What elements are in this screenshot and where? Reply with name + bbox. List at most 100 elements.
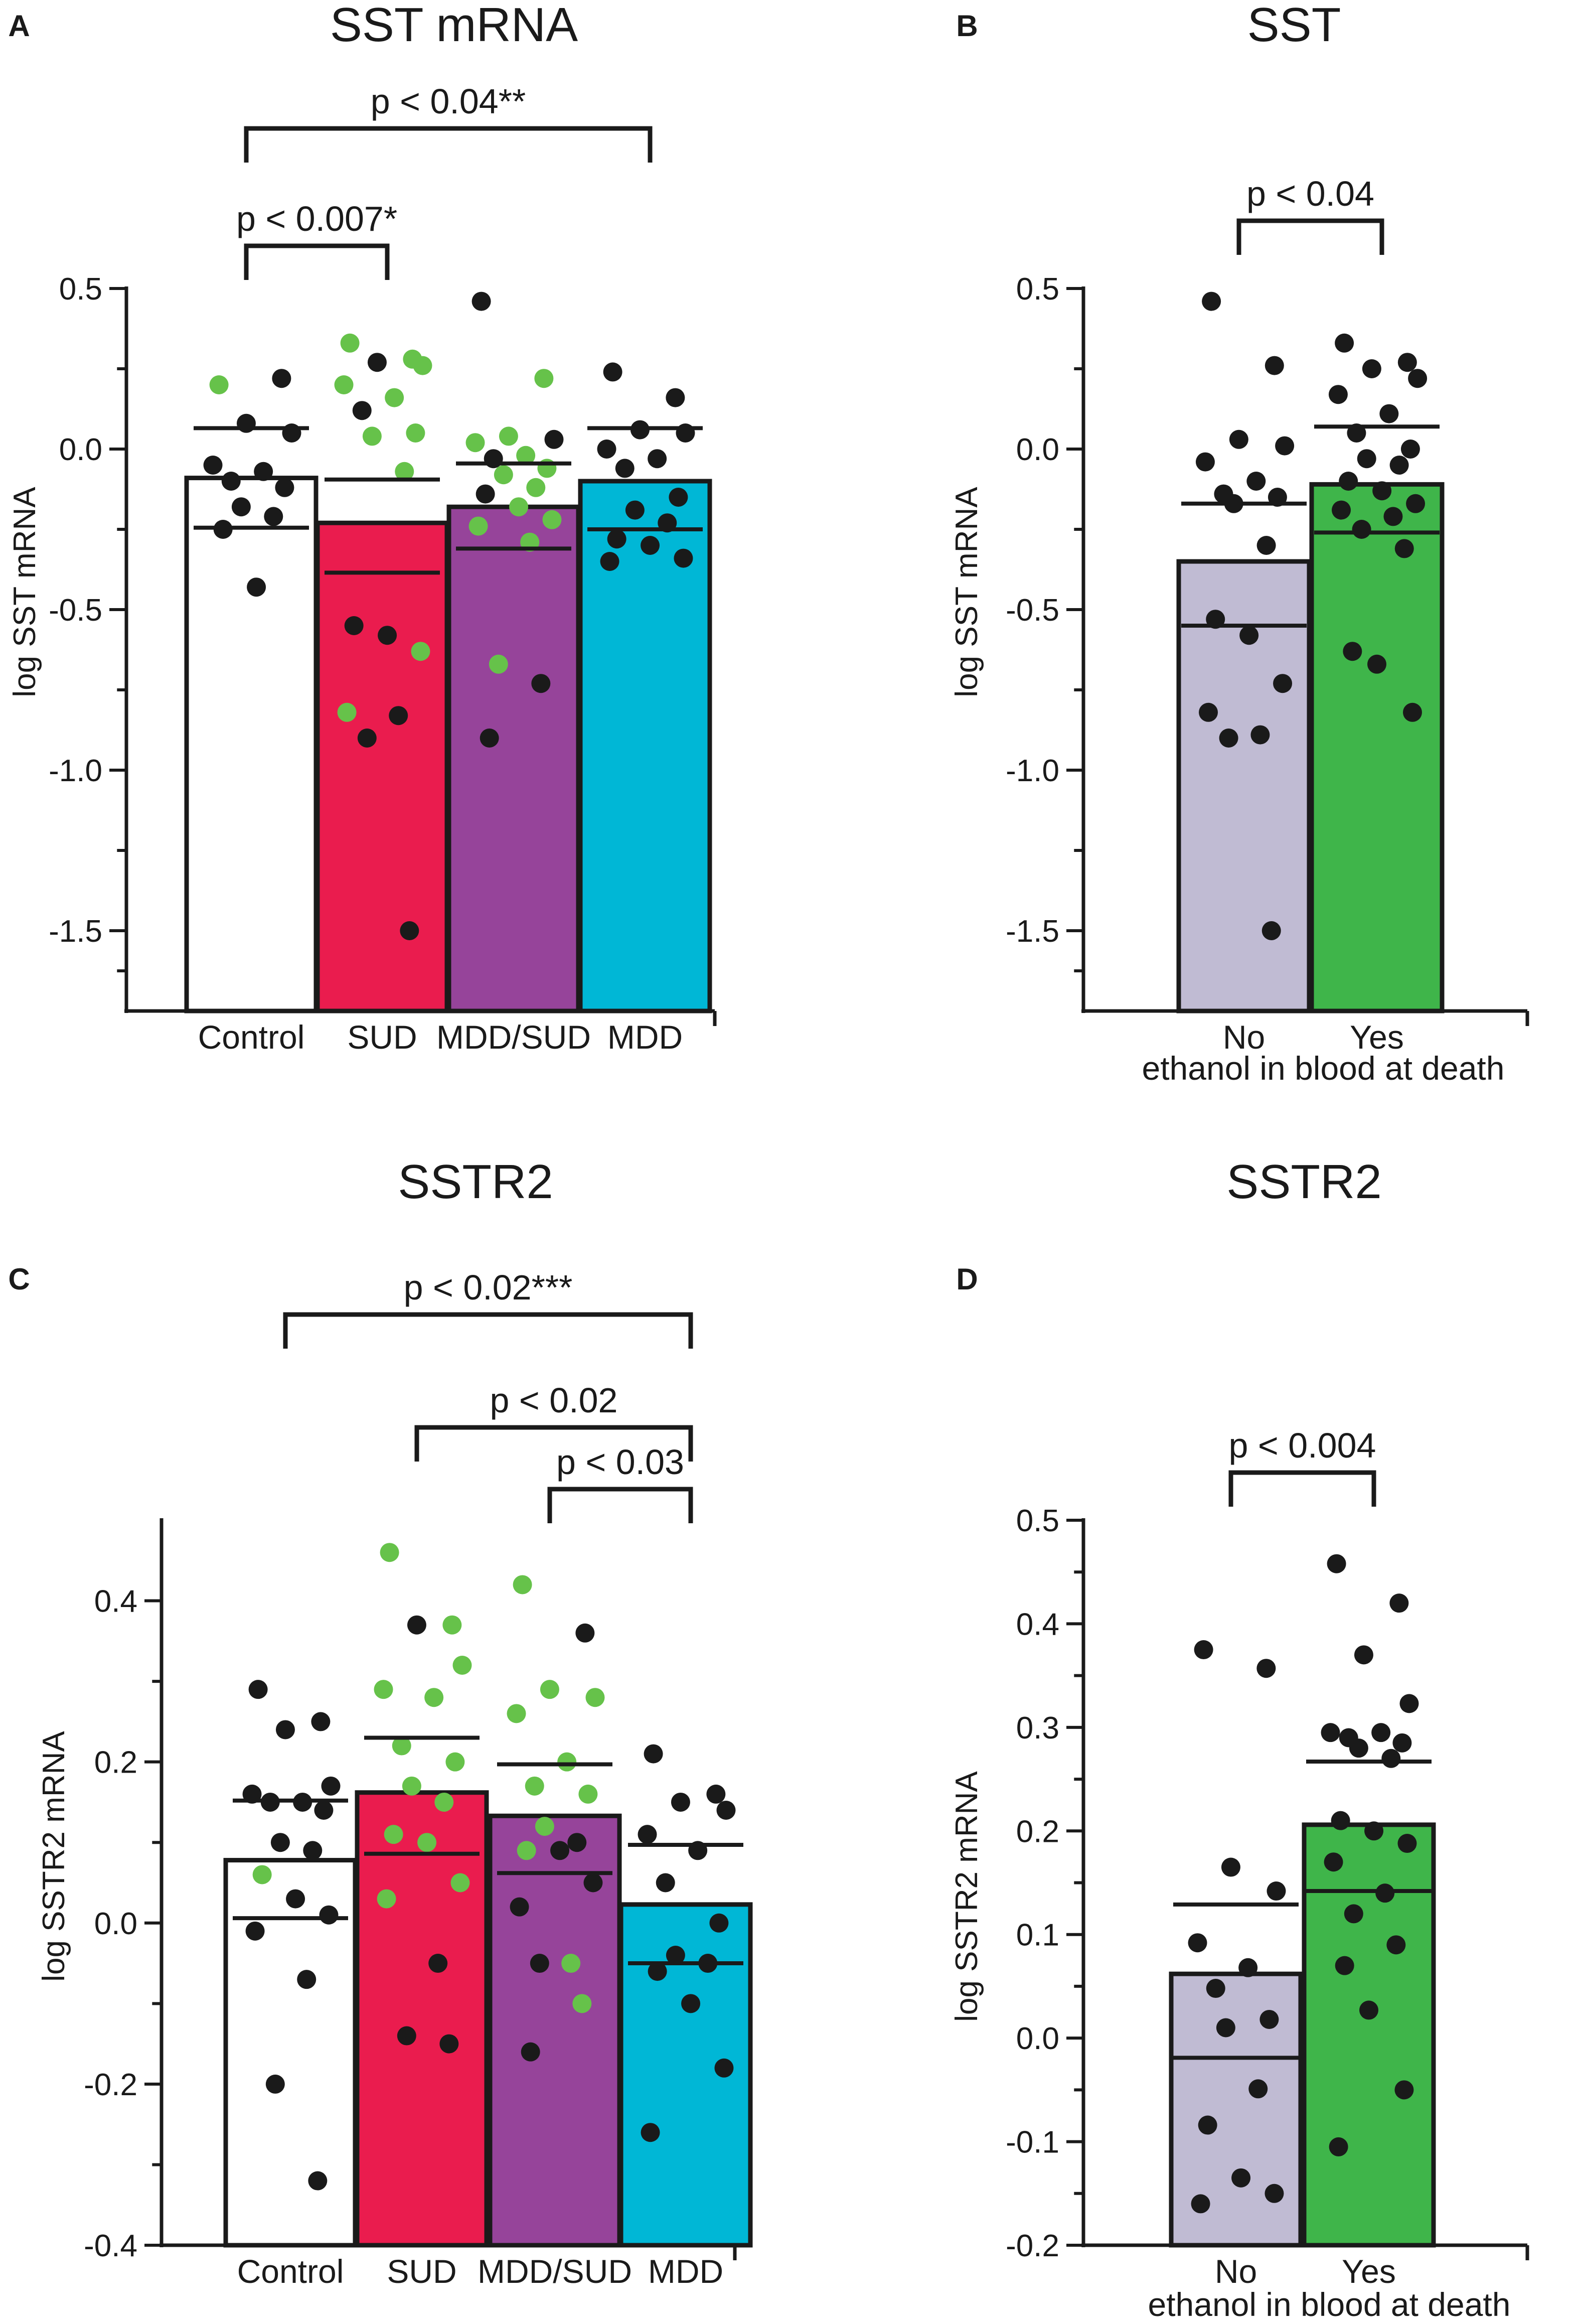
panel-c-data-point bbox=[706, 1784, 726, 1804]
panel-d-data-point bbox=[1206, 1979, 1225, 1998]
panel-c-p-value-label: p < 0.03 bbox=[556, 1442, 684, 1482]
panel-d-data-point bbox=[1381, 1749, 1401, 1768]
panel-c-data-point bbox=[681, 1994, 701, 2013]
panel-d-data-point bbox=[1231, 2168, 1251, 2188]
panel-a-data-point bbox=[607, 529, 626, 549]
panel-b-data-point bbox=[1229, 429, 1248, 449]
panel-a-data-point bbox=[413, 356, 432, 375]
panel-b-data-point bbox=[1379, 404, 1399, 423]
panel-b-y-tick-label: 0.5 bbox=[1016, 272, 1059, 307]
panel-d-letter: D bbox=[956, 1262, 978, 1296]
panel-b-data-point bbox=[1394, 539, 1414, 558]
panel-a-data-point bbox=[340, 333, 360, 353]
panel-c-data-point bbox=[540, 1680, 559, 1699]
panel-a-data-point bbox=[334, 375, 354, 394]
panel-b-y-tick-label: -1.0 bbox=[1006, 754, 1059, 788]
panel-d-data-point bbox=[1267, 1881, 1286, 1901]
panel-a-data-point bbox=[411, 642, 430, 661]
panel-d-title: SSTR2 bbox=[1226, 1155, 1381, 1209]
panel-b-data-point bbox=[1195, 452, 1215, 472]
panel-c-y-tick-label: -0.2 bbox=[84, 2068, 137, 2102]
panel-a-bar-sud bbox=[315, 520, 449, 1013]
panel-c-data-point bbox=[397, 2026, 416, 2046]
panel-c-data-point bbox=[507, 1704, 526, 1723]
panel-a-data-point bbox=[352, 401, 372, 420]
panel-a-data-point bbox=[468, 516, 488, 536]
panel-a-data-point bbox=[544, 429, 564, 449]
panel-b-data-point bbox=[1367, 654, 1386, 674]
panel-c-data-point bbox=[407, 1615, 426, 1635]
panel-a-data-point bbox=[526, 478, 546, 497]
panel-a-data-point bbox=[641, 536, 660, 555]
panel-d-y-tick-label: -0.1 bbox=[1006, 2125, 1059, 2160]
panel-d-y-tick-label: 0.2 bbox=[1016, 1814, 1059, 1849]
panel-a-data-point bbox=[542, 510, 562, 529]
panel-c-data-point bbox=[648, 1962, 667, 1981]
panel-c-data-point bbox=[308, 2171, 328, 2191]
panel-c-y-tick-label: 0.0 bbox=[94, 1907, 137, 1941]
panel-a-data-point bbox=[476, 484, 495, 504]
panel-c-data-point bbox=[513, 1575, 532, 1594]
panel-c-data-point bbox=[656, 1873, 675, 1893]
panel-c-data-point bbox=[417, 1833, 437, 1852]
panel-d-data-point bbox=[1389, 1593, 1409, 1613]
panel-d-data-point bbox=[1375, 1883, 1395, 1903]
panel-c-x-tick-label: Control bbox=[237, 2253, 344, 2290]
panel-c-data-point bbox=[572, 1994, 592, 2013]
panel-a-x-tick-label: Control bbox=[198, 1019, 305, 1056]
panel-c-significance-bracket bbox=[283, 1312, 693, 1349]
panel-a-data-point bbox=[669, 488, 688, 507]
panel-a-data-point bbox=[272, 369, 291, 388]
panel-c-data-point bbox=[638, 1825, 657, 1844]
panel-b-letter: B bbox=[956, 9, 978, 43]
panel-a-data-point bbox=[389, 706, 408, 725]
panel-a-data-point bbox=[231, 497, 251, 517]
panel-d-data-point bbox=[1399, 1694, 1419, 1713]
panel-c-data-point bbox=[314, 1801, 334, 1820]
panel-a-data-point bbox=[203, 456, 223, 475]
panel-a-title: SST mRNA bbox=[330, 0, 578, 52]
panel-a-data-point bbox=[378, 626, 397, 645]
panel-b-data-point bbox=[1400, 440, 1420, 459]
panel-c-data-point bbox=[521, 2042, 540, 2062]
panel-a-data-point bbox=[337, 702, 357, 722]
panel-b-data-point bbox=[1239, 626, 1259, 645]
panel-c-y-tick-label: 0.4 bbox=[94, 1584, 137, 1619]
panel-c-sstr2: SSTR2 C log SSTR2 mRNA 0.4 0.2 0.0 -0.2 -0.4… bbox=[8, 1155, 753, 2290]
panel-a-data-point bbox=[400, 921, 419, 940]
panel-d-data-point bbox=[1331, 1811, 1350, 1830]
panel-d-x-tick-label: Yes bbox=[1342, 2253, 1396, 2290]
panel-c-data-point bbox=[424, 1688, 444, 1707]
panel-d-significance-bracket bbox=[1228, 1470, 1376, 1507]
panel-c-data-point bbox=[557, 1752, 577, 1772]
panel-d-data-point bbox=[1188, 1933, 1207, 1953]
panel-a-data-point bbox=[275, 478, 294, 497]
panel-b-data-point bbox=[1265, 356, 1284, 375]
panel-a-data-point bbox=[247, 577, 266, 597]
panel-c-significance-bracket bbox=[414, 1425, 693, 1462]
panel-c-data-point bbox=[428, 1954, 448, 1973]
panel-d-bar-no bbox=[1169, 1971, 1303, 2248]
panel-c-x-tick-label: SUD bbox=[387, 2253, 456, 2290]
panel-c-data-point bbox=[380, 1543, 399, 1562]
panel-b-data-point bbox=[1339, 472, 1358, 491]
panel-c-x-tick-label: MDD bbox=[648, 2253, 723, 2290]
panel-c-data-point bbox=[644, 1744, 663, 1764]
panel-b-data-point bbox=[1261, 921, 1281, 940]
panel-a-data-point bbox=[254, 462, 273, 481]
panel-d-data-point bbox=[1191, 2194, 1210, 2214]
panel-c-bar-mdd bbox=[618, 1902, 753, 2248]
panel-a-bar-mdd bbox=[578, 479, 712, 1013]
panel-c-data-point bbox=[535, 1817, 554, 1836]
panel-d-y-tick-label: 0.1 bbox=[1016, 1918, 1059, 1953]
panel-d-data-point bbox=[1349, 1738, 1368, 1758]
panel-b-sst-ethanol: B SST log SST mRNA ethanol in blood at d… bbox=[950, 0, 1529, 1087]
panel-c-data-point bbox=[245, 1921, 265, 1941]
panel-a-data-point bbox=[209, 375, 229, 394]
panel-d-data-point bbox=[1394, 2080, 1414, 2100]
panel-b-x-tick-label: No bbox=[1223, 1019, 1265, 1056]
panel-a-data-point bbox=[648, 449, 667, 469]
panel-c-data-point bbox=[286, 1889, 305, 1909]
panel-c-data-point bbox=[321, 1776, 341, 1796]
panel-c-data-point bbox=[583, 1873, 603, 1893]
